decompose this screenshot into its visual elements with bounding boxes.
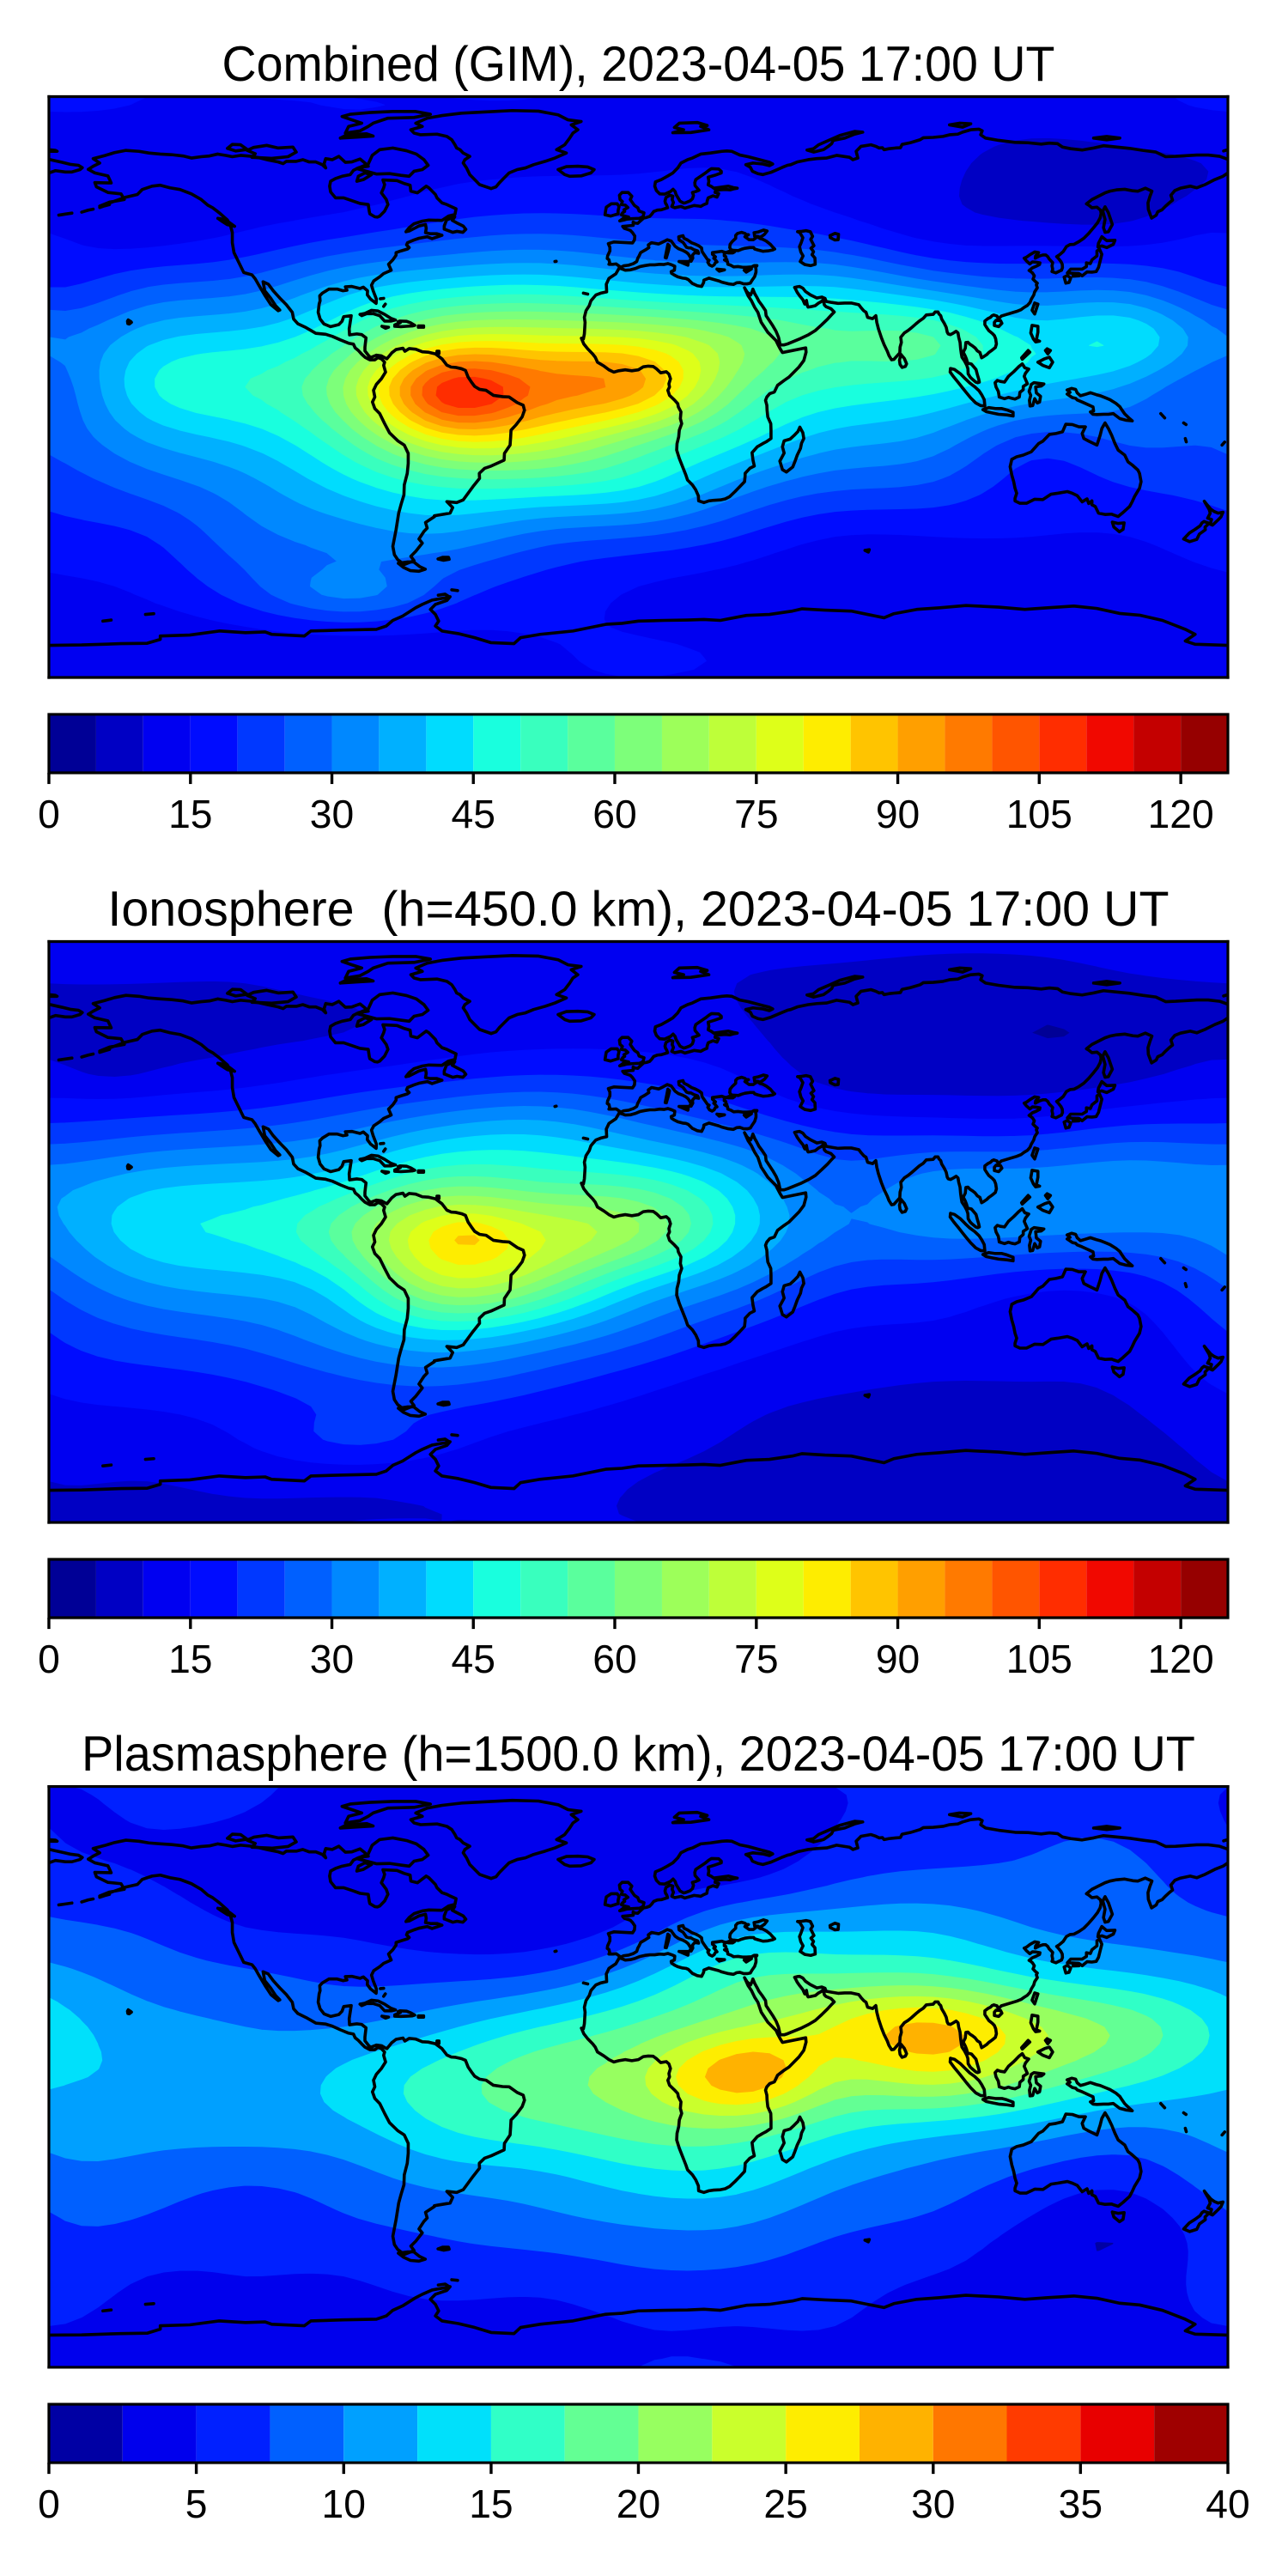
svg-text:105: 105 [1006,1637,1072,1681]
svg-text:15: 15 [168,792,212,836]
svg-text:90: 90 [876,1637,920,1681]
svg-text:15: 15 [469,2482,513,2526]
svg-text:90: 90 [876,792,920,836]
svg-text:0: 0 [38,2482,60,2526]
svg-text:35: 35 [1059,2482,1103,2526]
svg-text:75: 75 [734,792,778,836]
svg-text:30: 30 [310,792,354,836]
svg-text:120: 120 [1148,792,1214,836]
svg-text:40: 40 [1206,2482,1249,2526]
svg-text:75: 75 [734,1637,778,1681]
svg-text:120: 120 [1148,1637,1214,1681]
svg-text:60: 60 [592,1637,636,1681]
svg-text:20: 20 [617,2482,660,2526]
svg-text:15: 15 [168,1637,212,1681]
svg-text:Combined (GIM), 2023-04-05 17:: Combined (GIM), 2023-04-05 17:00 UT [222,37,1054,92]
svg-text:5: 5 [185,2482,208,2526]
svg-text:0: 0 [38,792,60,836]
svg-text:0: 0 [38,1637,60,1681]
svg-text:25: 25 [763,2482,807,2526]
svg-text:30: 30 [911,2482,955,2526]
svg-text:60: 60 [592,792,636,836]
svg-text:45: 45 [452,1637,495,1681]
svg-text:Plasmasphere (h=1500.0 km), 20: Plasmasphere (h=1500.0 km), 2023-04-05 1… [82,1727,1195,1782]
svg-text:30: 30 [310,1637,354,1681]
svg-text:45: 45 [452,792,495,836]
svg-text:Ionosphere (h=450.0 km), 2023: Ionosphere (h=450.0 km), 2023-04-05 17:0… [107,882,1169,937]
svg-text:105: 105 [1006,792,1072,836]
svg-text:10: 10 [322,2482,366,2526]
